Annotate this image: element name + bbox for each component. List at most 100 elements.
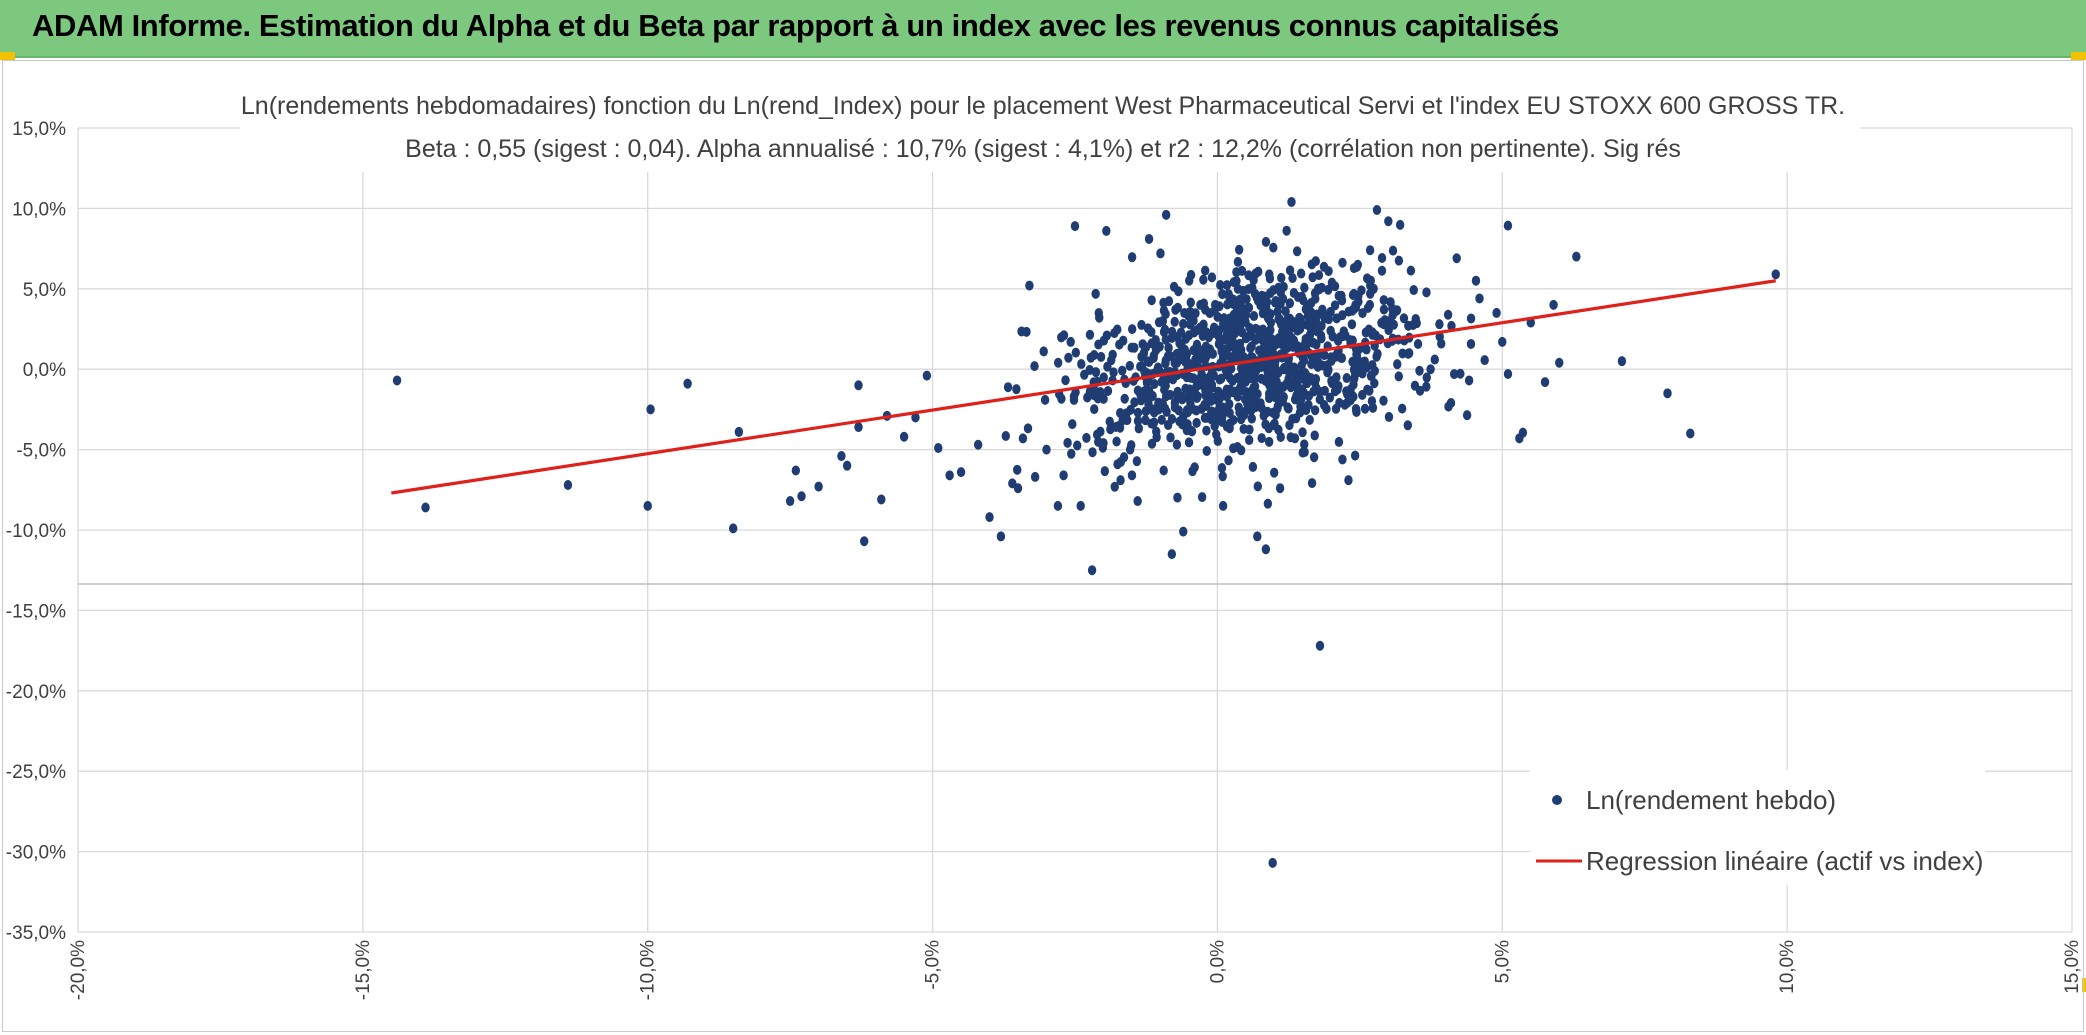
title-background [240, 82, 1860, 172]
line-layer [391, 279, 1776, 495]
report-title: ADAM Informe. Estimation du Alpha et du … [32, 8, 1559, 43]
legend-label-line: Regression linéaire (actif vs index) [1586, 846, 1983, 876]
x-tick-label: -15,0% [353, 940, 374, 1000]
data-point [1370, 365, 1379, 376]
data-point [1379, 304, 1389, 315]
data-point [1312, 382, 1321, 393]
data-point [1197, 353, 1207, 364]
data-point [1372, 205, 1382, 216]
data-point [1462, 410, 1472, 421]
data-point [1299, 355, 1309, 366]
x-tick-label: -10,0% [638, 940, 659, 1000]
data-point [1232, 267, 1241, 278]
data-point [1278, 326, 1287, 337]
data-point [1503, 369, 1513, 380]
data-point [1209, 322, 1219, 333]
chart-title: Ln(rendements hebdomadaires) fonction du… [241, 92, 1845, 120]
data-point [1422, 287, 1431, 298]
data-point [1330, 281, 1340, 292]
data-point [1325, 392, 1335, 403]
data-point [1278, 396, 1287, 407]
data-point [1394, 371, 1403, 382]
data-point [1013, 464, 1022, 475]
data-point [1068, 419, 1077, 430]
data-point [1185, 319, 1195, 330]
data-point [1235, 321, 1245, 332]
data-point [1288, 273, 1297, 284]
data-point [1249, 311, 1259, 322]
data-point [1088, 447, 1097, 458]
data-point [1053, 500, 1063, 511]
data-point [1318, 360, 1328, 371]
data-point [1164, 342, 1173, 353]
data-point [1617, 356, 1627, 367]
data-point [1151, 335, 1160, 346]
data-point [1073, 440, 1082, 451]
data-point [1149, 417, 1159, 428]
data-point [1426, 364, 1435, 375]
data-point [1360, 356, 1369, 367]
data-point [899, 431, 909, 442]
data-point [1365, 245, 1375, 256]
data-point [1003, 382, 1013, 393]
data-point [1288, 413, 1297, 424]
data-point [1099, 393, 1108, 404]
data-point [1264, 436, 1274, 447]
data-point [646, 404, 655, 415]
data-point [1346, 395, 1355, 406]
data-point [973, 439, 983, 450]
data-point [1236, 414, 1246, 425]
data-point [1219, 334, 1228, 345]
data-point [791, 465, 801, 476]
data-point [1292, 246, 1302, 257]
data-point [1296, 268, 1306, 279]
data-point [1377, 252, 1387, 263]
data-point [1311, 374, 1321, 385]
data-point [1251, 323, 1260, 334]
data-point [1217, 463, 1227, 474]
data-point [1342, 373, 1351, 384]
data-point [1298, 447, 1307, 458]
data-point [1320, 313, 1329, 324]
y-tick-label: -35,0% [6, 923, 66, 944]
data-point [1287, 196, 1296, 207]
data-point [1283, 313, 1292, 324]
data-point [1143, 356, 1152, 367]
data-point [1261, 544, 1271, 555]
data-point [1247, 367, 1256, 378]
data-point [1282, 378, 1292, 389]
data-point [1102, 225, 1111, 236]
data-point [1143, 323, 1153, 334]
data-point [1315, 640, 1325, 651]
data-point [1030, 361, 1039, 372]
data-point [683, 378, 692, 389]
data-point [1310, 430, 1319, 441]
data-point [1303, 371, 1312, 382]
data-point [1347, 319, 1357, 330]
data-point [1161, 209, 1171, 220]
data-point [1191, 308, 1200, 319]
data-point [1166, 432, 1175, 443]
data-point [728, 523, 738, 534]
data-point [1192, 417, 1201, 428]
data-point [1087, 565, 1097, 576]
data-point [1288, 377, 1298, 388]
data-point [1324, 284, 1333, 295]
data-point [1090, 349, 1099, 360]
data-point [1280, 362, 1289, 373]
data-point [1350, 450, 1360, 461]
data-point [1218, 318, 1228, 329]
data-point [1208, 348, 1217, 359]
data-point [1169, 281, 1179, 292]
data-point [1167, 326, 1177, 337]
data-point [1127, 324, 1137, 335]
data-point [1250, 334, 1260, 345]
data-point [945, 470, 954, 481]
data-point [1181, 356, 1190, 367]
data-point [877, 494, 886, 505]
data-point [1110, 481, 1119, 492]
data-point [1111, 422, 1121, 433]
data-point [1379, 395, 1388, 406]
data-point [1338, 454, 1347, 465]
data-point [1244, 435, 1254, 446]
